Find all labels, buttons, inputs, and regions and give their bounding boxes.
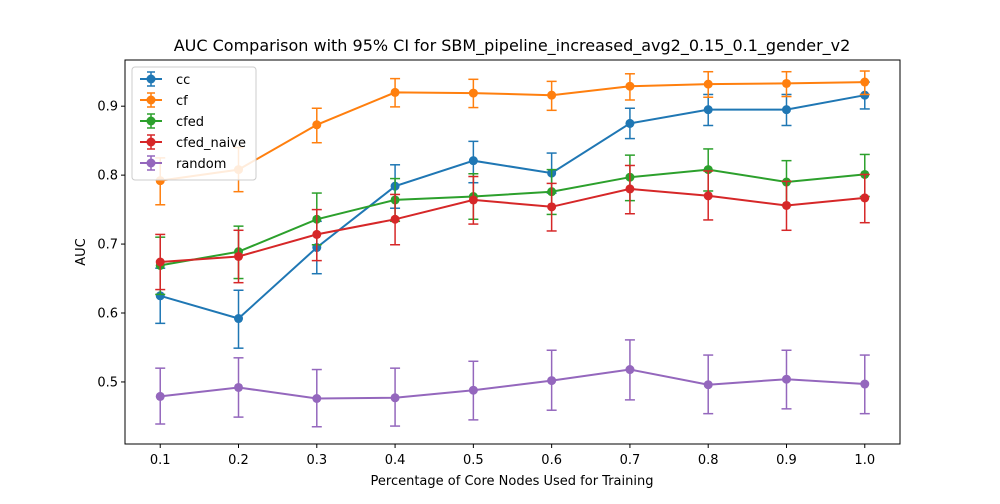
y-tick-label: 0.7 xyxy=(97,238,118,253)
legend-item-cc: cc xyxy=(140,71,190,88)
series-random xyxy=(155,339,870,428)
data-point xyxy=(625,184,635,194)
data-point xyxy=(547,202,557,212)
legend-marker xyxy=(146,116,156,126)
plot-area xyxy=(155,70,870,428)
legend-label: cf xyxy=(176,94,188,109)
x-axis-label: Percentage of Core Nodes Used for Traini… xyxy=(371,474,654,489)
series-line xyxy=(160,368,865,400)
series-line xyxy=(160,187,865,263)
x-tick-label: 0.2 xyxy=(228,453,249,468)
data-point xyxy=(312,120,322,130)
legend-item-cfed: cfed xyxy=(140,113,204,130)
data-point xyxy=(155,391,165,401)
data-point xyxy=(781,105,791,115)
series-line xyxy=(160,81,865,182)
data-point xyxy=(390,393,400,403)
x-tick-label: 0.1 xyxy=(150,453,171,468)
data-point xyxy=(468,88,478,98)
legend-label: random xyxy=(176,157,226,172)
x-tick-label: 1.0 xyxy=(854,453,875,468)
y-tick-label: 0.9 xyxy=(97,100,118,115)
legend-marker xyxy=(146,95,156,105)
data-point xyxy=(390,87,400,97)
data-point xyxy=(468,156,478,166)
data-point xyxy=(547,90,557,100)
data-point xyxy=(312,393,322,403)
series-line xyxy=(160,168,865,267)
x-tick-label: 0.5 xyxy=(463,453,484,468)
x-tick-label: 0.7 xyxy=(620,453,641,468)
legend-box xyxy=(131,66,257,181)
legend-label: cfed xyxy=(176,115,204,130)
data-point xyxy=(860,77,870,87)
x-tick-label: 0.8 xyxy=(698,453,719,468)
data-point xyxy=(781,78,791,88)
data-point xyxy=(625,118,635,128)
data-point xyxy=(155,291,165,301)
data-point xyxy=(781,200,791,210)
data-point xyxy=(234,382,244,392)
y-tick-label: 0.6 xyxy=(97,307,118,322)
data-point xyxy=(781,374,791,384)
legend-item-cfed-naive: cfed_naive xyxy=(140,134,246,151)
x-tick-label: 0.9 xyxy=(776,453,797,468)
plot-frame xyxy=(124,59,901,445)
x-tick-label: 0.4 xyxy=(385,453,406,468)
data-point xyxy=(390,214,400,224)
legend-label: cc xyxy=(176,73,190,88)
y-axis-label: AUC xyxy=(74,238,89,266)
data-point xyxy=(703,165,713,175)
data-point xyxy=(625,81,635,91)
data-point xyxy=(860,379,870,389)
x-tick-label: 0.6 xyxy=(541,453,562,468)
data-point xyxy=(155,257,165,267)
series-line xyxy=(159,94,865,320)
data-point xyxy=(860,193,870,203)
data-point xyxy=(547,376,557,386)
data-point xyxy=(703,105,713,115)
data-point xyxy=(625,365,635,375)
data-point xyxy=(703,191,713,201)
legend-item-cf: cf xyxy=(140,92,188,109)
data-point xyxy=(234,251,244,261)
legend-marker xyxy=(146,74,156,84)
data-point xyxy=(703,380,713,390)
legend-label: cfed_naive xyxy=(176,136,246,151)
legend-marker xyxy=(146,137,156,147)
data-point xyxy=(234,314,244,324)
legend-item-random: random xyxy=(140,155,226,172)
x-tick-label: 0.3 xyxy=(306,453,327,468)
data-point xyxy=(703,79,713,89)
legend-marker xyxy=(146,158,156,168)
chart-title: AUC Comparison with 95% CI for SBM_pipel… xyxy=(174,36,851,56)
data-point xyxy=(468,195,478,205)
series-cfed-naive xyxy=(155,164,870,291)
y-tick-label: 0.5 xyxy=(97,375,118,390)
data-point xyxy=(312,229,322,239)
data-point xyxy=(468,385,478,395)
y-tick-label: 0.8 xyxy=(97,169,118,184)
